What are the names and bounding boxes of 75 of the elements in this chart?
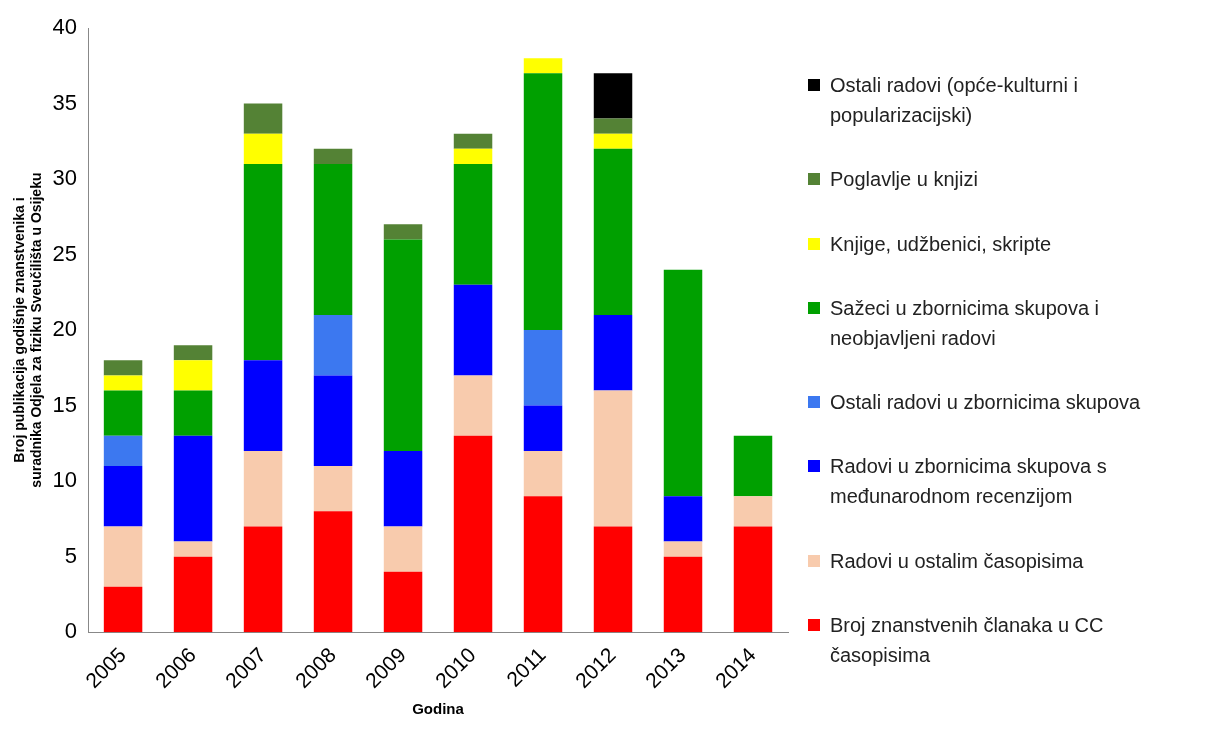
bar	[243, 133, 283, 164]
bar	[103, 586, 143, 633]
bar	[453, 284, 493, 376]
bar	[173, 541, 213, 557]
y-axis-title: Broj publikacija godišnje znanstvenika i suradnika Odjela za fiziku Sveučilišta u Osijeku	[11, 172, 45, 488]
bar	[593, 73, 633, 119]
bar	[173, 345, 213, 361]
bar	[593, 526, 633, 633]
bar	[243, 103, 283, 134]
x-axis-title: Godina	[412, 700, 465, 718]
y-tick-label: 25	[52, 240, 78, 266]
bar	[733, 526, 773, 633]
bar	[243, 526, 283, 633]
bar	[383, 526, 423, 572]
legend-label: Broj znanstvenih članaka u CC časopisima	[830, 612, 1105, 668]
bar	[313, 314, 353, 376]
y-tick-label: 5	[64, 542, 78, 568]
bar	[313, 163, 353, 315]
y-tick-label: 30	[52, 165, 78, 191]
y-tick-label: 0	[64, 618, 78, 644]
legend-label: Radovi u zbornicima skupova s međunarodnom recenzijom	[830, 454, 1108, 510]
legend-label: Poglavlje u knjizi	[830, 167, 978, 193]
bar	[663, 556, 703, 633]
bar	[453, 435, 493, 633]
bar	[663, 496, 703, 542]
bar	[523, 330, 563, 406]
bar	[313, 375, 353, 467]
bar	[733, 496, 773, 527]
legend-label: Knjige, udžbenici, skripte	[830, 231, 1052, 257]
bar	[593, 148, 633, 315]
bar	[243, 450, 283, 527]
legend-label: Sažeci u zbornicima skupova i neobjavljeni radovi	[830, 295, 1100, 351]
y-tick-label: 15	[52, 391, 78, 417]
bar	[173, 390, 213, 436]
bar	[313, 148, 353, 164]
bar	[453, 133, 493, 149]
bar	[243, 360, 283, 451]
bar	[103, 526, 143, 587]
bar	[663, 269, 703, 497]
y-tick-label: 40	[52, 14, 78, 40]
y-tick-label: 35	[52, 89, 78, 115]
bar	[383, 571, 423, 633]
legend-label: Radovi u ostalim časopisima	[830, 548, 1084, 574]
y-tick-label: 10	[52, 467, 78, 493]
bar	[103, 435, 143, 467]
bar	[593, 314, 633, 391]
legend-label: Ostali radovi u zbornicima skupova	[830, 390, 1141, 416]
bar	[103, 360, 143, 376]
bar	[173, 360, 213, 391]
bar	[313, 466, 353, 512]
bar	[383, 450, 423, 527]
bar	[593, 133, 633, 149]
bar	[313, 511, 353, 633]
bar	[523, 496, 563, 633]
bar	[173, 556, 213, 633]
bar	[103, 390, 143, 436]
bar	[383, 224, 423, 240]
bar	[523, 405, 563, 451]
bar	[453, 148, 493, 164]
bar	[663, 541, 703, 557]
bar	[523, 450, 563, 497]
bar	[523, 73, 563, 331]
legend-label: Ostali radovi (opće-kulturni i popularizacijski)	[830, 73, 1079, 128]
bar	[103, 466, 143, 527]
bar	[453, 375, 493, 436]
bar	[243, 163, 283, 361]
bar	[593, 118, 633, 134]
bar	[733, 435, 773, 497]
bar	[103, 375, 143, 391]
bar	[383, 239, 423, 451]
bar	[453, 163, 493, 285]
bar	[593, 390, 633, 527]
y-tick-label: 20	[52, 316, 78, 342]
bar	[173, 435, 213, 542]
bar	[523, 58, 563, 74]
